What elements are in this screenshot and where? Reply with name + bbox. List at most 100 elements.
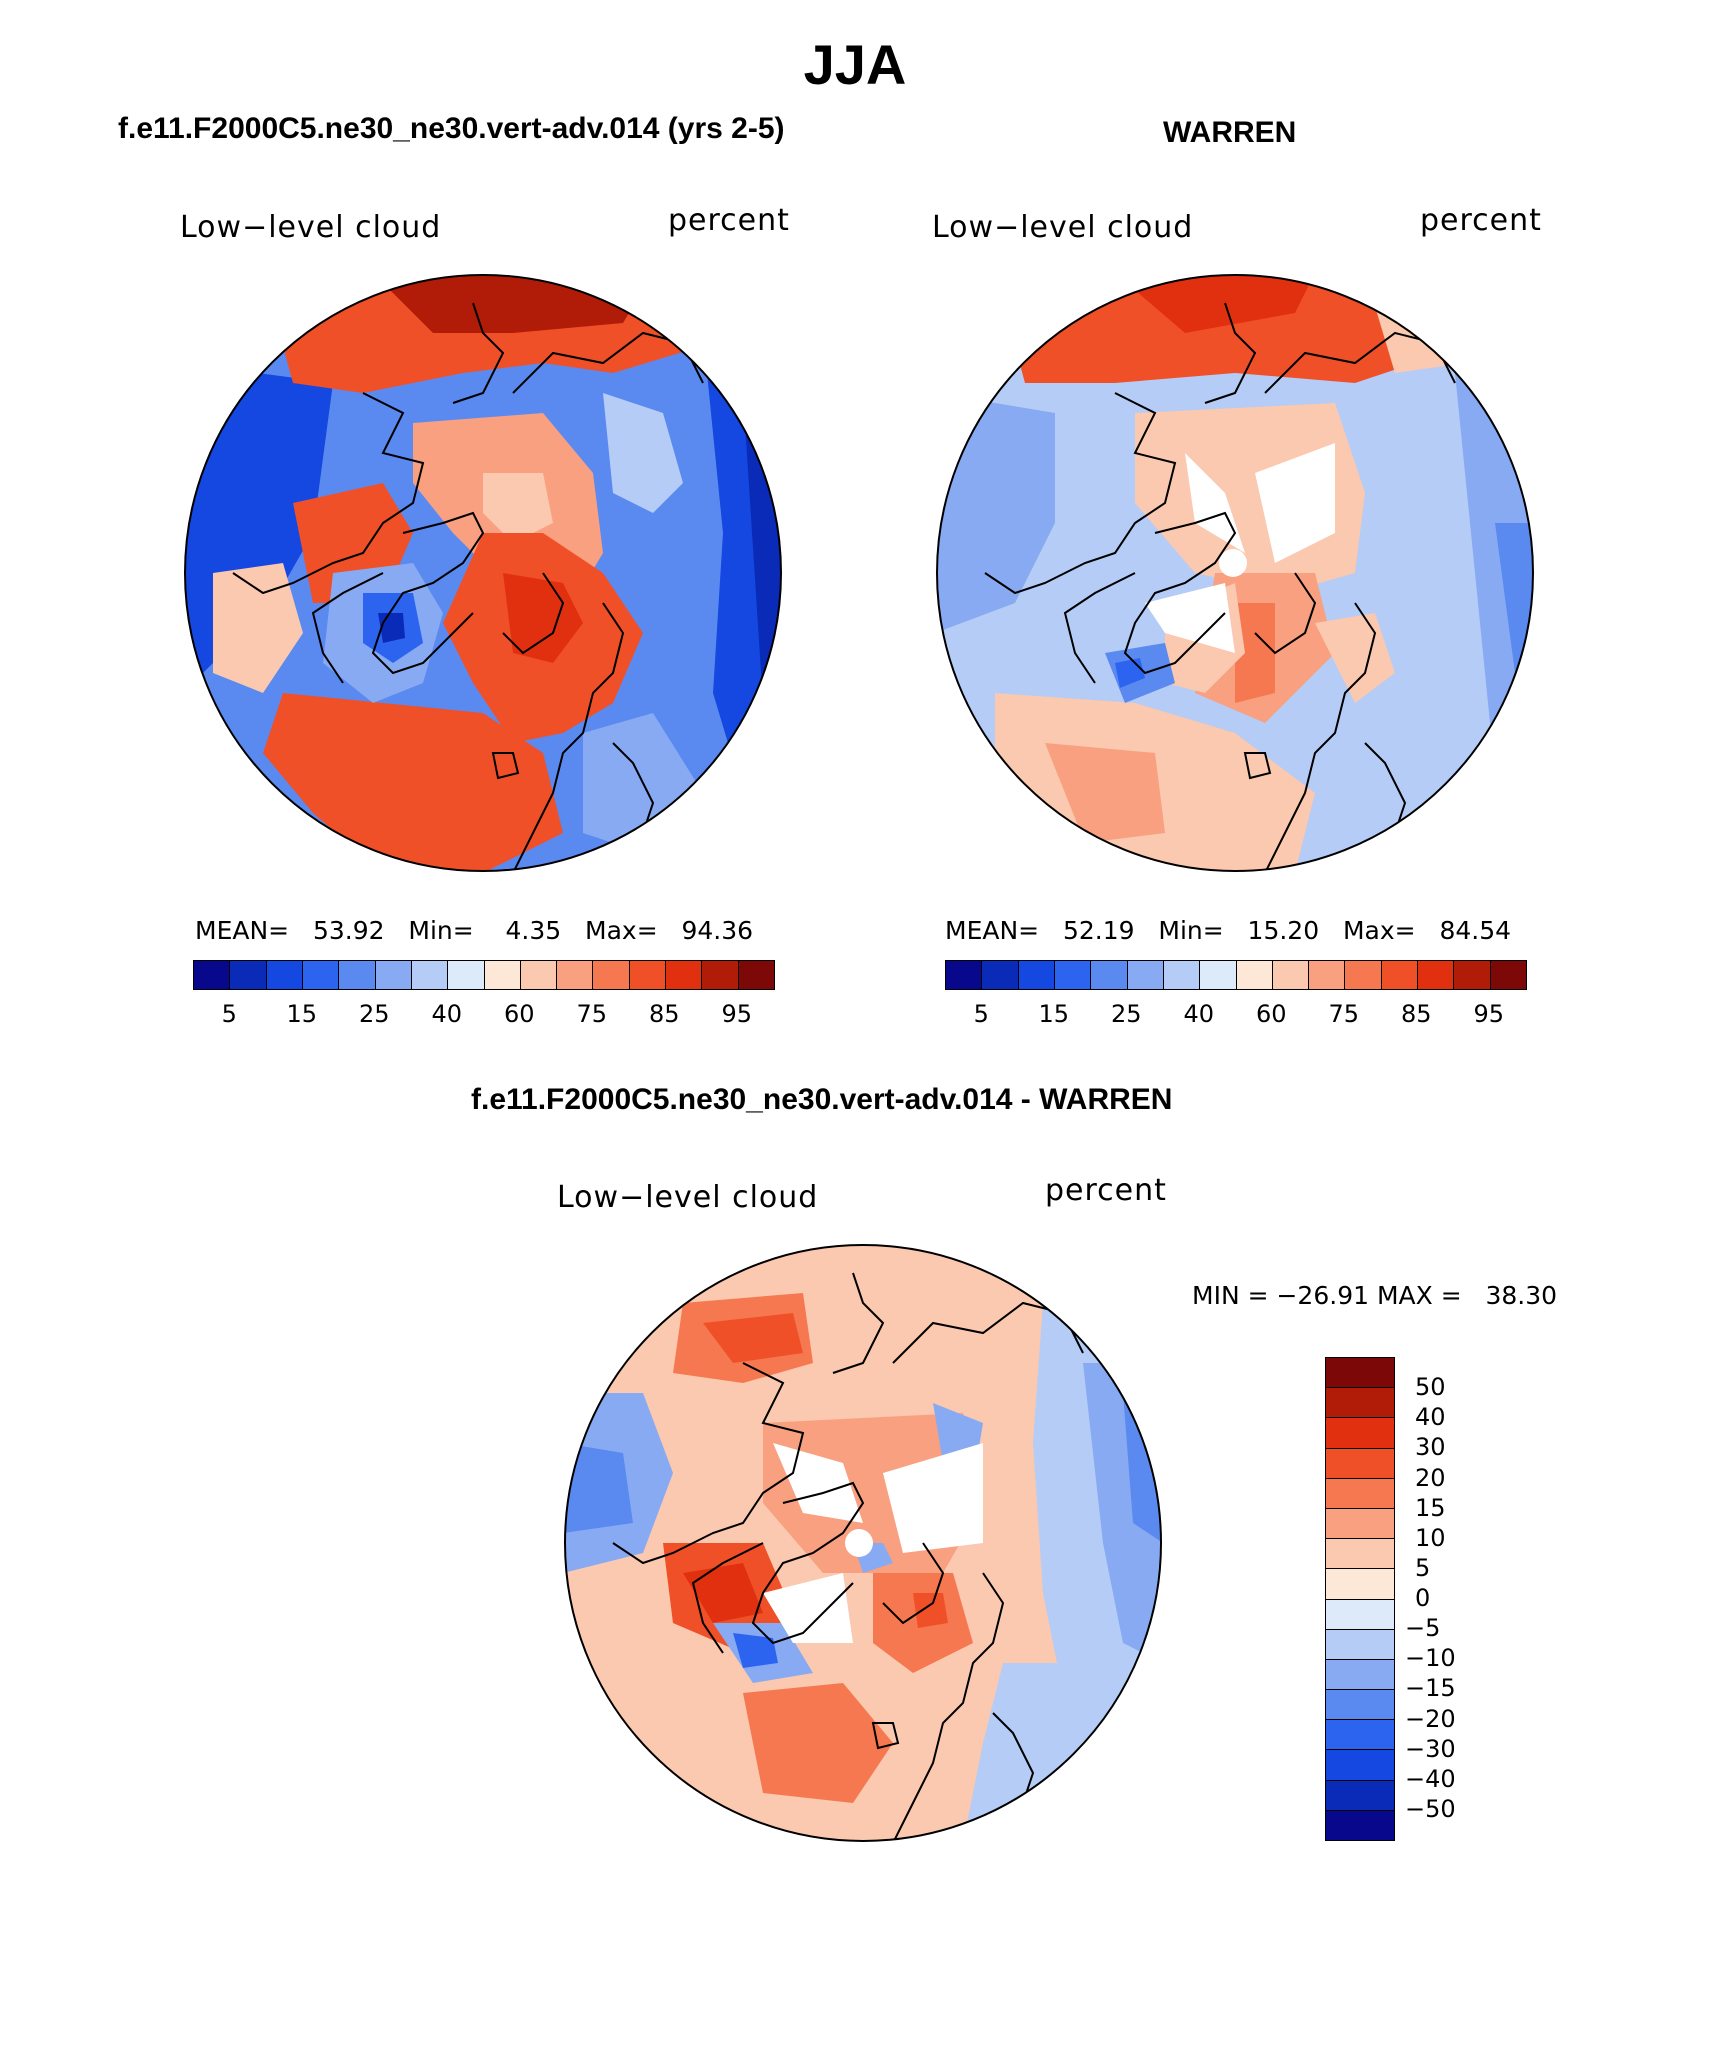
colorbar-tick-label: 85 [1400,1000,1432,1028]
diff-colorbar [1325,1357,1395,1841]
colorbar-box [1236,961,1273,989]
model-mean-value: 53.92 [312,916,385,945]
diff-subtitle: f.e11.F2000C5.ne30_ne30.vert-adv.014 - W… [471,1083,1173,1116]
colorbar-box [1326,1599,1394,1630]
colorbar-tick-label: 40 [1183,1000,1215,1028]
model-colorbar-ticks: 5 15 25 40 60 75 85 95 [193,1000,773,1030]
colorbar-tick-label: 15 [1415,1493,1446,1522]
model-mean-label: MEAN= [195,916,290,945]
colorbar-box [1127,961,1164,989]
obs-min-label: Min= [1158,916,1224,945]
colorbar-box [1326,1358,1394,1389]
model-left-label: Low−level cloud [180,210,442,245]
colorbar-box [946,961,983,989]
obs-min-value: 15.20 [1247,916,1320,945]
colorbar-box [1326,1780,1394,1811]
colorbar-tick-label: 5 [973,1000,989,1028]
obs-mean-value: 52.19 [1062,916,1135,945]
colorbar-tick-label: 50 [1415,1373,1446,1402]
colorbar-box [1326,1448,1394,1479]
colorbar-box [375,961,412,989]
colorbar-box [1381,961,1419,989]
obs-stats: MEAN= 52.19 Min= 15.20 Max= 84.54 [945,916,1511,945]
colorbar-tick-label: −30 [1405,1734,1456,1763]
diff-polar-map [564,1244,1162,1842]
colorbar-tick-label: −20 [1405,1704,1456,1733]
colorbar-box [1309,961,1346,989]
colorbar-tick-label: 40 [1415,1403,1446,1432]
model-min-label: Min= [408,916,474,945]
colorbar-tick-label: −15 [1405,1674,1456,1703]
colorbar-tick-label: 5 [1415,1553,1431,1582]
colorbar-box [666,961,703,989]
colorbar-tick-label: 85 [648,1000,680,1028]
diff-colorbar-ticks: 50 40 30 20 15 10 5 0 −5 −10 −15 −20 −30 −40 −50 [1405,1357,1485,1839]
colorbar-box [702,961,739,989]
colorbar-tick-label: 0 [1415,1584,1431,1612]
colorbar-box [593,961,630,989]
colorbar-box [411,961,449,989]
colorbar-box [1326,1569,1394,1600]
colorbar-box [194,961,231,989]
model-stats: MEAN= 53.92 Min= 4.35 Max= 94.36 [195,916,753,945]
colorbar-box [520,961,558,989]
colorbar-box [1345,961,1382,989]
obs-colorbar [945,960,1527,990]
model-polar-map [184,274,782,872]
colorbar-box [1200,961,1237,989]
colorbar-tick-label: −40 [1405,1764,1456,1793]
colorbar-tick-label: 20 [1415,1463,1446,1492]
model-colorbar [193,960,775,990]
colorbar-tick-label: 15 [1038,1000,1070,1028]
model-max-value: 94.36 [681,916,754,945]
colorbar-tick-label: 5 [221,1000,237,1028]
colorbar-box [1326,1418,1394,1449]
colorbar-box [448,961,485,989]
colorbar-tick-label: 60 [1255,1000,1287,1028]
colorbar-box [982,961,1019,989]
colorbar-tick-label: 25 [358,1000,390,1028]
colorbar-tick-label: 30 [1415,1433,1446,1462]
obs-max-value: 84.54 [1439,916,1512,945]
colorbar-box [1490,961,1526,989]
obs-left-label: Low−level cloud [932,210,1194,245]
colorbar-box [1326,1810,1394,1840]
colorbar-tick-label: 10 [1415,1523,1446,1552]
colorbar-box [1326,1539,1394,1570]
colorbar-box [1418,961,1455,989]
colorbar-box [339,961,376,989]
colorbar-box [1326,1629,1394,1660]
colorbar-box [1326,1690,1394,1721]
colorbar-tick-label: −10 [1405,1644,1456,1673]
colorbar-box [629,961,667,989]
colorbar-box [1454,961,1491,989]
colorbar-box [1326,1478,1394,1509]
colorbar-box [1326,1750,1394,1781]
obs-units-label: percent [1420,203,1542,238]
colorbar-box [557,961,594,989]
colorbar-tick-label: 60 [503,1000,535,1028]
colorbar-tick-label: −50 [1405,1794,1456,1823]
colorbar-tick-label: 15 [286,1000,318,1028]
colorbar-box [1018,961,1055,989]
colorbar-box [484,961,521,989]
model-units-label: percent [668,203,790,238]
colorbar-tick-label: −5 [1405,1614,1441,1643]
obs-colorbar-ticks: 5 15 25 40 60 75 85 95 [945,1000,1525,1030]
colorbar-tick-label: 75 [1328,1000,1360,1028]
colorbar-box [266,961,303,989]
colorbar-tick-label: 25 [1110,1000,1142,1028]
colorbar-box [1326,1388,1394,1419]
colorbar-box [302,961,340,989]
colorbar-box [1054,961,1092,989]
colorbar-tick-label: 40 [431,1000,463,1028]
model-min-value: 4.35 [505,916,562,945]
colorbar-box [1091,961,1128,989]
colorbar-tick-label: 75 [576,1000,608,1028]
diff-minmax: MIN = −26.91 MAX = 38.30 [1192,1281,1558,1310]
colorbar-box [230,961,267,989]
model-subtitle: f.e11.F2000C5.ne30_ne30.vert-adv.014 (yr… [118,112,785,145]
diff-units-label: percent [1045,1173,1167,1208]
colorbar-box [738,961,774,989]
model-max-label: Max= [585,916,658,945]
